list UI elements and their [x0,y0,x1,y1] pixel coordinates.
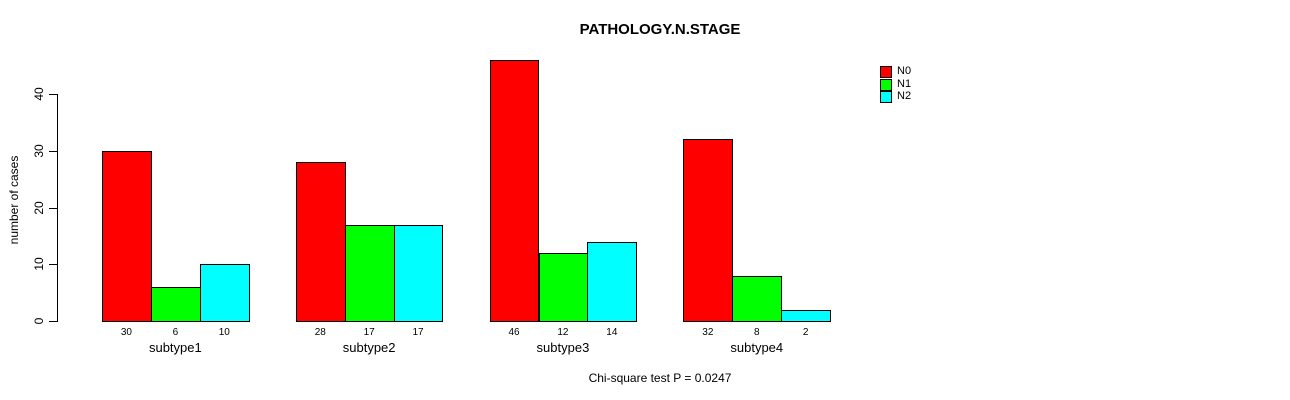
bar-N2-subtype3 [587,241,638,322]
y-axis-tick [49,321,57,322]
bar-value-label: 2 [802,327,809,338]
bar-N2-subtype2 [393,224,444,322]
bar-value-label: 17 [412,327,424,338]
legend-label-N1: N1 [897,77,912,90]
bar-value-label: 6 [172,327,179,338]
x-category-label: subtype4 [730,340,784,355]
x-category-label: subtype1 [148,340,202,355]
chi-square-note: Chi-square test P = 0.0247 [588,371,732,385]
bar-value-label: 46 [508,327,520,338]
bar-value-label: 8 [753,327,760,338]
bar-value-label: 12 [557,327,569,338]
bar-N0-subtype3 [489,59,540,322]
y-axis-tick [49,150,57,152]
x-category-label: subtype2 [342,340,396,355]
bar-value-label: 28 [314,327,326,338]
legend-swatch-N2 [880,91,892,104]
legend-swatch-N0 [880,66,892,78]
x-category-label: subtype3 [536,340,590,355]
legend-label-N0: N0 [897,65,912,77]
bar-N0-subtype1 [102,150,152,322]
bar-N2-subtype1 [199,264,250,322]
bar-N1-subtype1 [150,286,201,322]
chart-title: PATHOLOGY.N.STAGE [579,21,741,38]
bar-value-label: 10 [218,327,230,338]
bar-value-label: 14 [606,327,618,338]
bar-N2-subtype4 [781,309,832,322]
y-axis-tick [49,207,57,209]
bar-N1-subtype4 [732,275,783,322]
bar-value-label: 17 [363,327,375,338]
bar-value-label: 32 [702,327,714,338]
legend-label-N2: N2 [897,90,912,103]
legend-swatch-N1 [880,78,892,91]
y-axis-tick [49,94,57,95]
y-axis-line [57,94,58,322]
y-axis-tick [49,264,57,266]
bar-N1-subtype2 [344,224,395,322]
bar-N0-subtype4 [683,139,734,322]
bar-value-label: 30 [120,327,132,338]
